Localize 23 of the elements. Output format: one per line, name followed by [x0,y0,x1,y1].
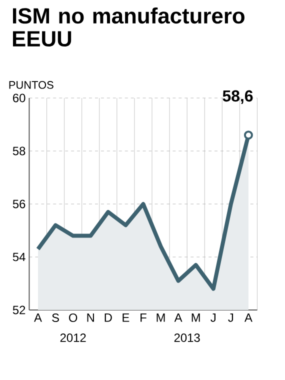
x-tick-label: O [68,314,78,322]
y-tick-label: 52 [12,306,26,314]
x-tick-label: E [122,314,130,322]
y-tick-label: 54 [12,252,26,262]
x-tick-label: F [140,314,146,322]
x-tick-label: A [34,314,42,322]
text: 2013 [174,334,200,342]
x-tick-label: M [192,314,200,322]
y-tick-label: 60 [13,94,26,102]
y-tick-label: 56 [12,200,26,208]
x-tick-label: J [210,314,216,322]
x-tick-label: M [156,314,165,322]
text: 2012 [60,334,86,342]
x-tick-label: N [87,314,94,322]
x-tick-label: A [244,314,252,322]
x-tick-label: A [174,314,182,322]
x-tick-label: S [52,314,59,322]
x-tick-label: J [228,314,234,322]
x-tick-label: D [104,314,112,322]
data-label: 58,6 [222,90,253,104]
chart-title: ISM no manufacturero EEUU [12,8,244,47]
y-tick-label: 58 [12,146,26,156]
y-axis-title: PUNTOS [9,81,54,89]
